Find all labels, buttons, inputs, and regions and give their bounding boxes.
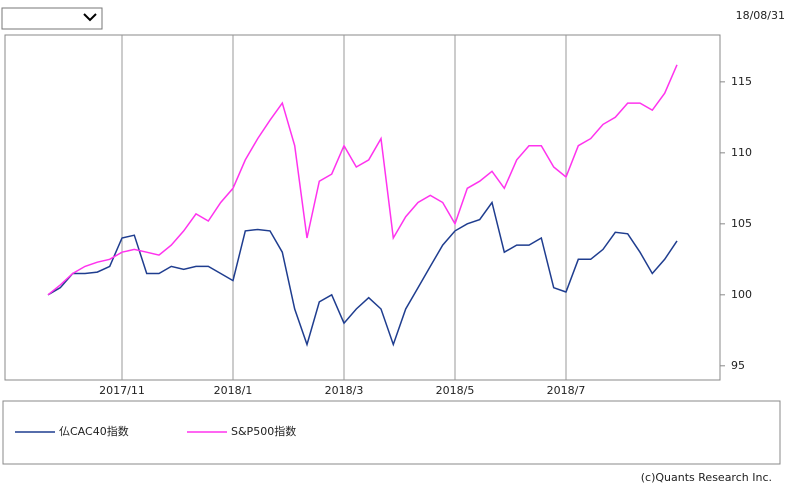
y-tick-label: 95: [731, 359, 745, 372]
date: 18/08/31: [736, 9, 785, 22]
y-tick-label: 110: [731, 146, 752, 159]
series-line: [47, 200, 678, 347]
dropdown-chevron[interactable]: [83, 13, 97, 22]
legend-label: S&P500指数: [231, 424, 296, 438]
y-tick-label: 100: [731, 288, 752, 301]
y-tick-label: 115: [731, 75, 752, 88]
y-tick-label: 105: [731, 217, 752, 230]
legend-box: [2, 400, 781, 465]
dropdown[interactable]: [1, 7, 103, 30]
legend-label: 仏CAC40指数: [59, 424, 129, 438]
x-tick-label: 2018/1: [214, 384, 253, 397]
x-tick-label: 2018/5: [436, 384, 475, 397]
series-line: [47, 64, 678, 296]
credit: (c)Quants Research Inc.: [641, 471, 772, 484]
x-tick-label: 2018/7: [547, 384, 586, 397]
x-tick-label: 2017/11: [99, 384, 145, 397]
x-tick-label: 2018/3: [325, 384, 364, 397]
plot-frame: [4, 34, 721, 381]
